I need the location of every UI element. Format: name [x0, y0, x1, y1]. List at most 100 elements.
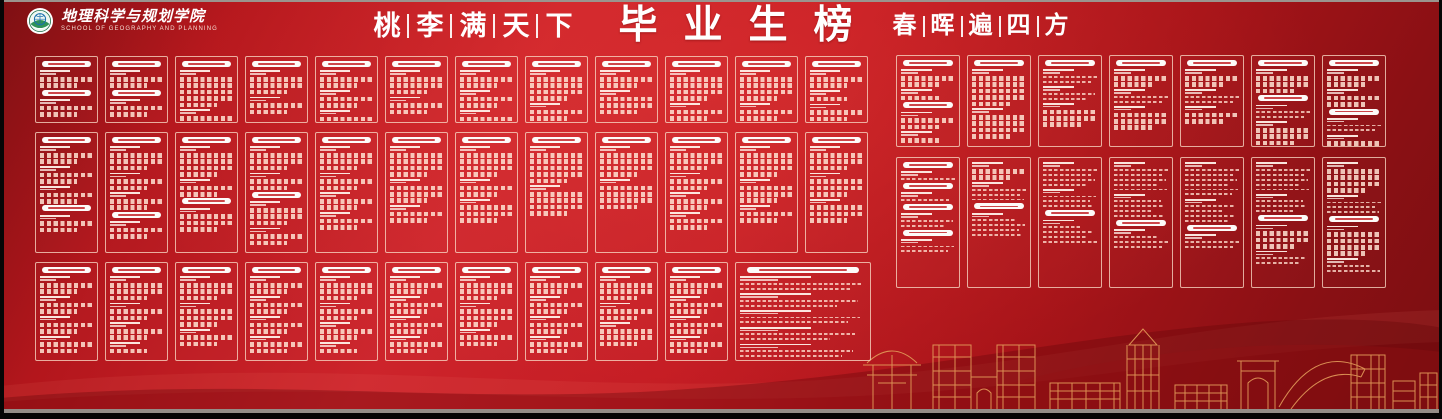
section-label	[180, 146, 234, 152]
names-grid	[971, 169, 1027, 180]
names-grid	[1184, 76, 1240, 87]
section-label	[1327, 89, 1382, 95]
graduate-list-card	[1251, 157, 1315, 288]
section-label	[530, 102, 584, 109]
section-label	[740, 205, 794, 211]
list-title-badge	[974, 203, 1024, 210]
names-grid	[669, 153, 724, 171]
section-label	[1185, 105, 1240, 112]
section-label	[180, 178, 234, 185]
names-grid	[319, 179, 374, 191]
college-logo-icon	[27, 8, 53, 34]
board-left	[35, 56, 871, 370]
names-grid	[529, 283, 584, 294]
section-label	[180, 70, 234, 76]
names-grid	[809, 110, 864, 122]
names-grid	[39, 153, 94, 164]
graduate-list-card	[175, 262, 238, 361]
section-label	[670, 315, 724, 322]
names-grid	[599, 96, 654, 115]
names-grid	[39, 172, 94, 184]
names-grid	[529, 153, 584, 184]
names-grid	[1113, 112, 1169, 130]
text-lines	[900, 178, 956, 180]
names-grid	[459, 205, 514, 223]
section-label	[250, 296, 304, 302]
graduate-list-card	[595, 56, 658, 123]
names-grid	[179, 185, 234, 197]
campus-skyline-graphic	[863, 328, 1438, 411]
names-grid	[459, 77, 514, 88]
section-label	[600, 178, 654, 185]
section-label	[390, 146, 444, 152]
section-label	[250, 335, 304, 341]
text-lines	[900, 198, 956, 201]
section-label	[110, 322, 164, 328]
section-label	[460, 109, 514, 116]
names-grid	[179, 77, 234, 108]
section-label	[1114, 105, 1169, 112]
list-title-badge	[532, 137, 581, 143]
section-label	[180, 109, 234, 115]
section-label	[250, 201, 304, 207]
banner-title-group: 桃李满天下 毕业生榜 春晖遍四方	[0, 0, 1442, 52]
section-label	[901, 131, 956, 137]
names-grid	[319, 153, 374, 171]
list-title-badge	[112, 267, 161, 273]
names-grid	[459, 116, 514, 122]
graduate-list-card	[1322, 55, 1386, 147]
section-label	[972, 108, 1027, 114]
phrase-char: 满	[459, 10, 487, 41]
section-label	[1185, 89, 1240, 95]
names-grid	[809, 96, 864, 102]
section-label	[460, 276, 514, 282]
graduate-list-card	[245, 262, 308, 361]
text-lines	[900, 245, 956, 253]
text-lines	[1326, 264, 1382, 272]
names-grid	[179, 214, 234, 232]
list-title-badge	[112, 211, 161, 218]
section-label	[390, 276, 444, 282]
section-label	[460, 198, 514, 204]
names-grid	[1255, 76, 1311, 94]
names-grid	[179, 335, 234, 347]
section-label	[530, 70, 584, 76]
text-lines	[1326, 124, 1382, 132]
section-label	[110, 221, 164, 227]
names-grid	[389, 211, 444, 223]
college-name-en: SCHOOL OF GEOGRAPHY AND PLANNING	[61, 26, 218, 32]
section-label	[320, 90, 374, 96]
college-name-cn: 地理科学与规划学院	[61, 9, 206, 25]
graduate-list-card	[175, 56, 238, 123]
section-label	[972, 69, 1027, 75]
section-label	[1256, 193, 1311, 199]
frame-edge-top	[0, 0, 1442, 2]
names-grid	[669, 322, 724, 334]
text-lines	[739, 333, 867, 341]
text-lines	[900, 219, 956, 227]
list-title-badge	[182, 267, 231, 273]
names-grid	[319, 116, 374, 122]
section-label	[110, 302, 164, 308]
section-label	[1114, 193, 1169, 199]
text-lines	[1042, 169, 1098, 186]
names-grid	[109, 328, 164, 340]
text-lines	[1113, 169, 1169, 191]
names-grid	[39, 105, 94, 117]
names-grid	[319, 218, 374, 230]
section-label	[320, 109, 374, 116]
section-label	[901, 111, 956, 117]
divider-bar	[1036, 15, 1039, 37]
names-grid	[249, 103, 304, 115]
names-grid	[249, 77, 304, 95]
section-label	[40, 166, 94, 172]
names-grid	[249, 302, 304, 314]
section-label	[810, 70, 864, 76]
divider-bar	[998, 15, 1001, 37]
graduate-list-card	[105, 262, 168, 361]
names-grid	[1326, 76, 1382, 87]
section-label	[740, 293, 867, 299]
section-label	[390, 70, 444, 76]
section-label	[600, 276, 654, 282]
list-title-badge	[532, 61, 581, 67]
